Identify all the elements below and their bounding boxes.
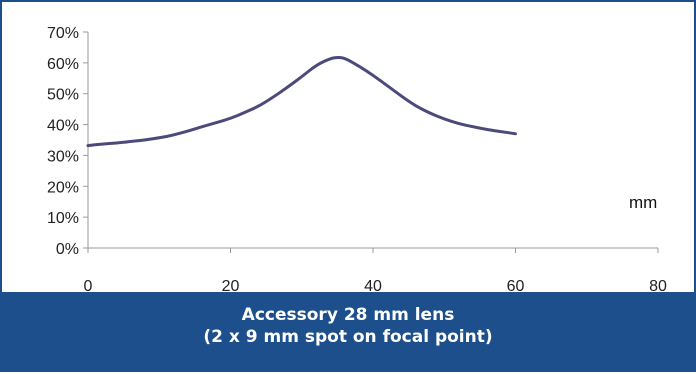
caption-line-1: Accessory 28 mm lens <box>241 305 455 325</box>
series-line <box>86 56 517 148</box>
caption-line-2: (2 x 9 mm spot on focal point) <box>203 327 493 347</box>
x-tick-label: 80 <box>649 278 667 292</box>
x-tick-label: 40 <box>364 278 382 292</box>
line-chart: 0% 10% 20% 30% 40% 50% 60% 70% 0 20 40 60 80 mm <box>47 25 667 292</box>
y-tick-label: 0% <box>56 241 79 258</box>
y-tick-label: 50% <box>47 87 79 104</box>
y-tick-label: 40% <box>47 118 79 135</box>
chart-caption: Accessory 28 mm lens (2 x 9 mm spot on f… <box>2 292 694 370</box>
y-tick-label: 10% <box>47 210 79 227</box>
y-tick-label: 60% <box>47 56 79 73</box>
y-tick-label: 70% <box>47 25 79 42</box>
y-tick-label: 20% <box>47 179 79 196</box>
x-tick-label: 60 <box>507 278 525 292</box>
y-tick-label: 30% <box>47 148 79 165</box>
x-axis-unit-label: mm <box>629 193 657 212</box>
x-tick-label: 0 <box>84 278 93 292</box>
x-tick-label: 20 <box>222 278 240 292</box>
